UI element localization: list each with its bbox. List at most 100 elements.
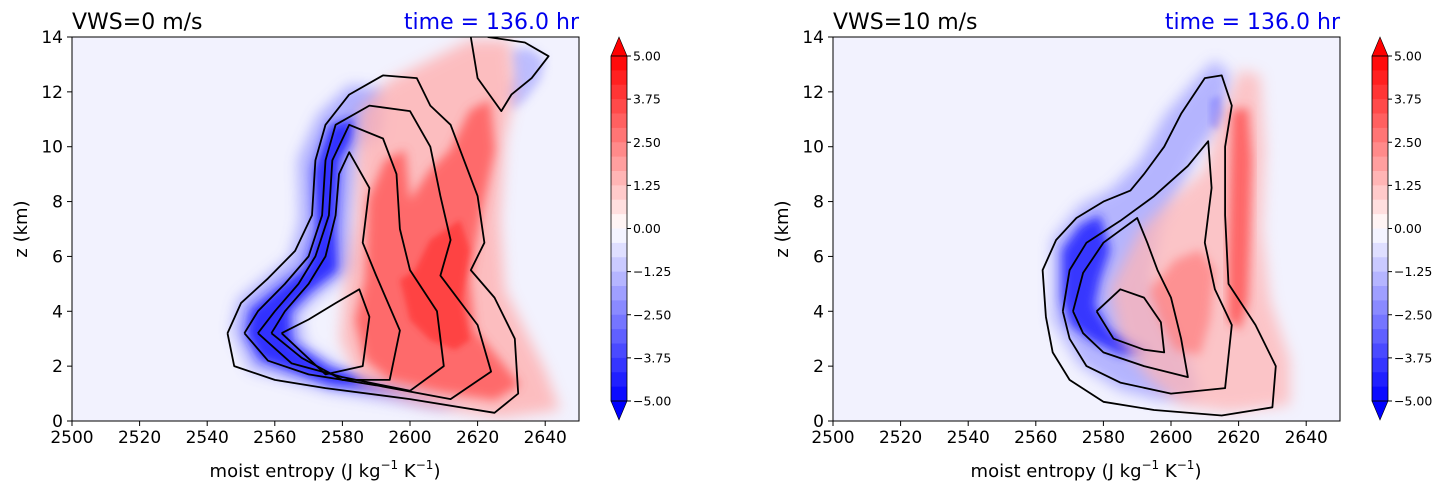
y-tick-label: 0 [52,412,63,432]
colorbar-extend-min [1371,400,1389,421]
neg-region-left-top [505,48,545,110]
colorbar-segment [611,386,627,402]
chart-title-left: VWS=0 m/s [72,10,203,35]
x-ticks-left: 2500 2520 2540 2560 2580 2600 2620 2640 [50,421,567,448]
colorbar-segment [1372,185,1388,201]
colorbar-tick-label: 5.00 [633,49,661,64]
contour-line-1 [226,74,520,414]
colorbar-extend-max [1371,36,1389,57]
colorbar-tick-label: 1.25 [633,178,661,193]
x-tick-label: 2540 [186,428,229,448]
y-tick-label: 10 [802,138,824,158]
colorbar-segment [611,171,627,186]
colorbar-tick-label: −2.50 [1394,307,1432,322]
contour-line-2 [1061,140,1233,395]
y-tick-label: 8 [52,193,63,213]
colorbar-segment [611,357,627,373]
colorbar-segment [1372,156,1388,172]
y-tick-label: 14 [41,28,63,48]
xlabel-main: moist entropy (J kg [210,461,381,482]
y-ticks-left: 0 2 4 6 8 10 12 14 [41,28,72,432]
heatmap-right [1052,60,1290,412]
y-tick-label: 12 [802,83,824,103]
x-tick-label: 2500 [50,428,93,448]
x-tick-label: 2520 [118,428,161,448]
contour-line-2 [243,104,492,400]
colorbar-segment [611,113,627,129]
colorbar-segment [1372,329,1388,345]
colorbar-tick-label: 0.00 [1394,221,1422,236]
contour-line-4 [270,151,401,381]
xlabel-end: ) [433,461,440,482]
x-tick-label: 2640 [1285,428,1328,448]
colorbar-tick-label: −1.25 [1394,264,1432,279]
x-tick-label: 2600 [1149,428,1192,448]
colorbar-tick-label: 2.50 [1394,135,1422,150]
colorbar-segment [1372,372,1388,388]
y-tick-label: 14 [802,28,824,48]
contour-line-4 [1095,288,1166,354]
colorbar-segment [1372,99,1388,115]
colorbar-tick-label: 0.00 [633,221,661,236]
colorbar-segment [1372,314,1388,330]
colorbar-right: 5.00 3.75 2.50 1.25 0.00 −1.25 −2.50 −3.75 −5.00 [1371,36,1432,421]
colorbar-segment [1372,257,1388,273]
colorbar-segment [1372,113,1388,129]
xlabel-main: moist entropy (J kg [971,461,1142,482]
y-tick-label: 10 [41,138,63,158]
xlabel-sup2: −1 [416,458,434,472]
contour-line-3 [1072,217,1189,378]
pos-region-right-mid [1150,250,1215,355]
y-tick-label: 8 [813,193,824,213]
colorbar-tick-label: −3.75 [633,350,671,365]
colorbar-segment [611,185,627,201]
colorbar-segment [611,228,627,244]
time-label-right: time = 136.0 hr [1165,10,1341,35]
colorbar-tick-label: 1.25 [1394,178,1422,193]
colorbar-segment [611,56,627,71]
colorbar-segment [1372,386,1388,402]
colorbar-segment [1372,199,1388,215]
colorbar-segment [1372,84,1388,100]
y-tick-label: 2 [52,357,63,377]
colorbar-segment [1372,127,1388,143]
contours-left [226,37,550,414]
neg-region-right-core [1062,215,1150,355]
y-tick-label: 4 [813,302,824,322]
colorbar-segment [611,271,627,287]
colorbar-segment [611,329,627,345]
colorbar-segment [1372,300,1388,316]
plot-frame-right [832,36,1341,422]
colorbar-segment [1372,70,1388,86]
contour-line-5 [280,288,371,376]
y-axis-label-left: z (km) [11,200,32,257]
colorbar-tick-label: 5.00 [1394,49,1422,64]
colorbar-tick-label: −5.00 [633,394,671,409]
colorbar-segment [611,99,627,115]
colorbar-segment [611,372,627,388]
x-tick-label: 2500 [811,428,854,448]
colorbar-segment [611,242,627,258]
colorbar-tick-label: −3.75 [1394,350,1432,365]
y-axis-label-right: z (km) [772,200,793,257]
xlabel-mid: K [398,461,417,482]
colorbar-segment [611,214,627,230]
colorbar-segment [611,343,627,359]
colorbar-segment [611,142,627,158]
colorbar-segment [1372,343,1388,359]
x-ticks-right: 2500 2520 2540 2560 2580 2600 2620 2640 [811,421,1328,448]
xlabel-mid: K [1159,461,1178,482]
colorbar-tick-label: 3.75 [633,92,661,107]
x-tick-label: 2620 [456,428,499,448]
colorbar-segment [611,300,627,316]
colorbar-tick-label: 3.75 [1394,92,1422,107]
colorbar-extend-max [610,36,628,57]
xlabel-end: ) [1194,461,1201,482]
colorbar-tick-label: 2.50 [633,135,661,150]
colorbar-segment [1372,286,1388,301]
pos-region-right-strip [1228,108,1252,330]
colorbar-segment [611,314,627,330]
colorbar-segment [611,84,627,100]
x-tick-label: 2560 [1014,428,1057,448]
